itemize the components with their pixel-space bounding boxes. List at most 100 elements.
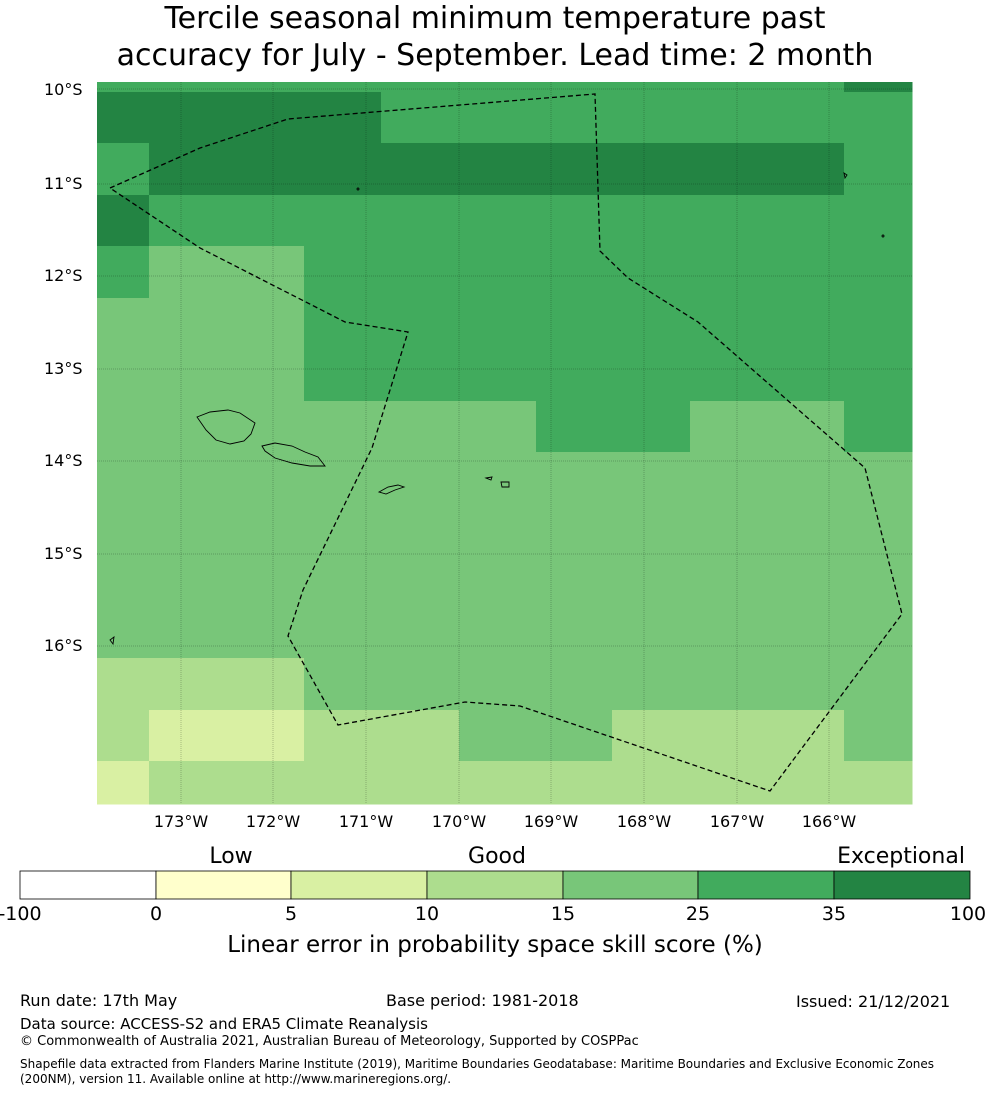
swains-island bbox=[843, 172, 848, 180]
lat-label: 14°S bbox=[44, 451, 83, 470]
colorbar-swatch bbox=[290, 870, 428, 900]
grid-cell bbox=[381, 607, 460, 659]
grid-cell bbox=[381, 349, 460, 402]
colorbar bbox=[19, 870, 971, 900]
grid-cell bbox=[304, 246, 382, 299]
colorbar-tick: 0 bbox=[149, 903, 163, 925]
lat-label: 10°S bbox=[44, 80, 83, 99]
eez-boundary-line bbox=[108, 93, 903, 792]
grid-cell bbox=[844, 92, 913, 144]
grid-cell bbox=[97, 607, 150, 659]
grid-cell bbox=[459, 92, 537, 144]
grid-cell bbox=[459, 761, 537, 805]
grid-cell bbox=[767, 555, 845, 608]
grid-cell bbox=[304, 349, 382, 402]
colorbar-title: Linear error in probability space skill … bbox=[227, 932, 763, 958]
grid-cell bbox=[767, 349, 845, 402]
grid-cell bbox=[536, 452, 613, 505]
lon-label: 167°W bbox=[709, 812, 765, 831]
colorbar-tick: 5 bbox=[284, 903, 298, 925]
grid-cell bbox=[381, 555, 460, 608]
lon-label: 166°W bbox=[801, 812, 857, 831]
grid-cell bbox=[381, 82, 460, 93]
grid-cell bbox=[304, 452, 382, 505]
colorbar-swatch bbox=[697, 870, 835, 900]
grid-cell bbox=[844, 298, 913, 350]
grid-cell bbox=[844, 555, 913, 608]
grid-cell bbox=[536, 761, 613, 805]
lon-label: 168°W bbox=[616, 812, 672, 831]
grid-cell bbox=[844, 504, 913, 556]
grid-cell bbox=[149, 710, 227, 762]
grid-cell bbox=[149, 195, 227, 247]
colorbar-tick: -100 bbox=[0, 903, 42, 925]
grid-cell bbox=[226, 246, 305, 299]
grid-cell bbox=[612, 710, 691, 762]
grid-cell bbox=[844, 246, 913, 299]
grid-cell bbox=[690, 298, 768, 350]
grid-cell bbox=[97, 143, 150, 196]
small-islet-north bbox=[356, 187, 360, 191]
savaii-island bbox=[196, 409, 256, 445]
grid-cell bbox=[767, 658, 845, 711]
grid-cell bbox=[97, 82, 150, 93]
graticule bbox=[97, 82, 912, 804]
lat-label: 15°S bbox=[44, 544, 83, 563]
colorbar-tick: 10 bbox=[414, 903, 440, 925]
grid-cell bbox=[381, 143, 460, 196]
grid-cell bbox=[226, 349, 305, 402]
grid-cell bbox=[226, 555, 305, 608]
grid-cell bbox=[844, 658, 913, 711]
grid-cell bbox=[767, 92, 845, 144]
grid-cell bbox=[304, 555, 382, 608]
grid-cell bbox=[536, 82, 613, 93]
grid-cell bbox=[381, 761, 460, 805]
colorbar-tick: 15 bbox=[550, 903, 576, 925]
grid-cell bbox=[149, 82, 227, 93]
grid-cell bbox=[536, 504, 613, 556]
grid-cell bbox=[612, 761, 691, 805]
grid-cell bbox=[612, 298, 691, 350]
grid-cell bbox=[381, 658, 460, 711]
grid-cell bbox=[690, 195, 768, 247]
grid-cell bbox=[767, 452, 845, 505]
grid-cell bbox=[459, 195, 537, 247]
grid-cell bbox=[97, 710, 150, 762]
grid-cell bbox=[304, 658, 382, 711]
eez-boundary bbox=[108, 93, 903, 792]
grid-cell bbox=[536, 298, 613, 350]
grid-cell bbox=[767, 195, 845, 247]
lat-label: 12°S bbox=[44, 266, 83, 285]
grid-cell bbox=[767, 298, 845, 350]
grid-cell bbox=[612, 195, 691, 247]
grid-cell bbox=[536, 143, 613, 196]
upolu-island bbox=[261, 442, 326, 467]
lat-label: 16°S bbox=[44, 636, 83, 655]
grid-cell bbox=[536, 710, 613, 762]
grid-cell bbox=[459, 298, 537, 350]
grid-cell bbox=[97, 349, 150, 402]
grid-cell bbox=[612, 246, 691, 299]
grid-cell bbox=[149, 607, 227, 659]
grid-cell bbox=[767, 710, 845, 762]
grid-cell bbox=[536, 349, 613, 402]
grid-cell bbox=[612, 607, 691, 659]
grid-cell bbox=[844, 143, 913, 196]
grid-cell bbox=[304, 710, 382, 762]
grid-cell bbox=[767, 607, 845, 659]
grid-cell bbox=[304, 92, 382, 144]
grid-cell bbox=[381, 401, 460, 453]
grid-cell bbox=[97, 92, 150, 144]
grid-cell bbox=[459, 555, 537, 608]
grid-cell bbox=[844, 452, 913, 505]
grid-cell bbox=[844, 401, 913, 453]
tau-island bbox=[500, 481, 510, 488]
grid-cell bbox=[226, 298, 305, 350]
grid-cell bbox=[844, 710, 913, 762]
grid-cell bbox=[690, 658, 768, 711]
grid-cell bbox=[767, 401, 845, 453]
grid-cell bbox=[304, 607, 382, 659]
grid-cell bbox=[149, 658, 227, 711]
grid-cell bbox=[536, 555, 613, 608]
grid-cell bbox=[767, 246, 845, 299]
